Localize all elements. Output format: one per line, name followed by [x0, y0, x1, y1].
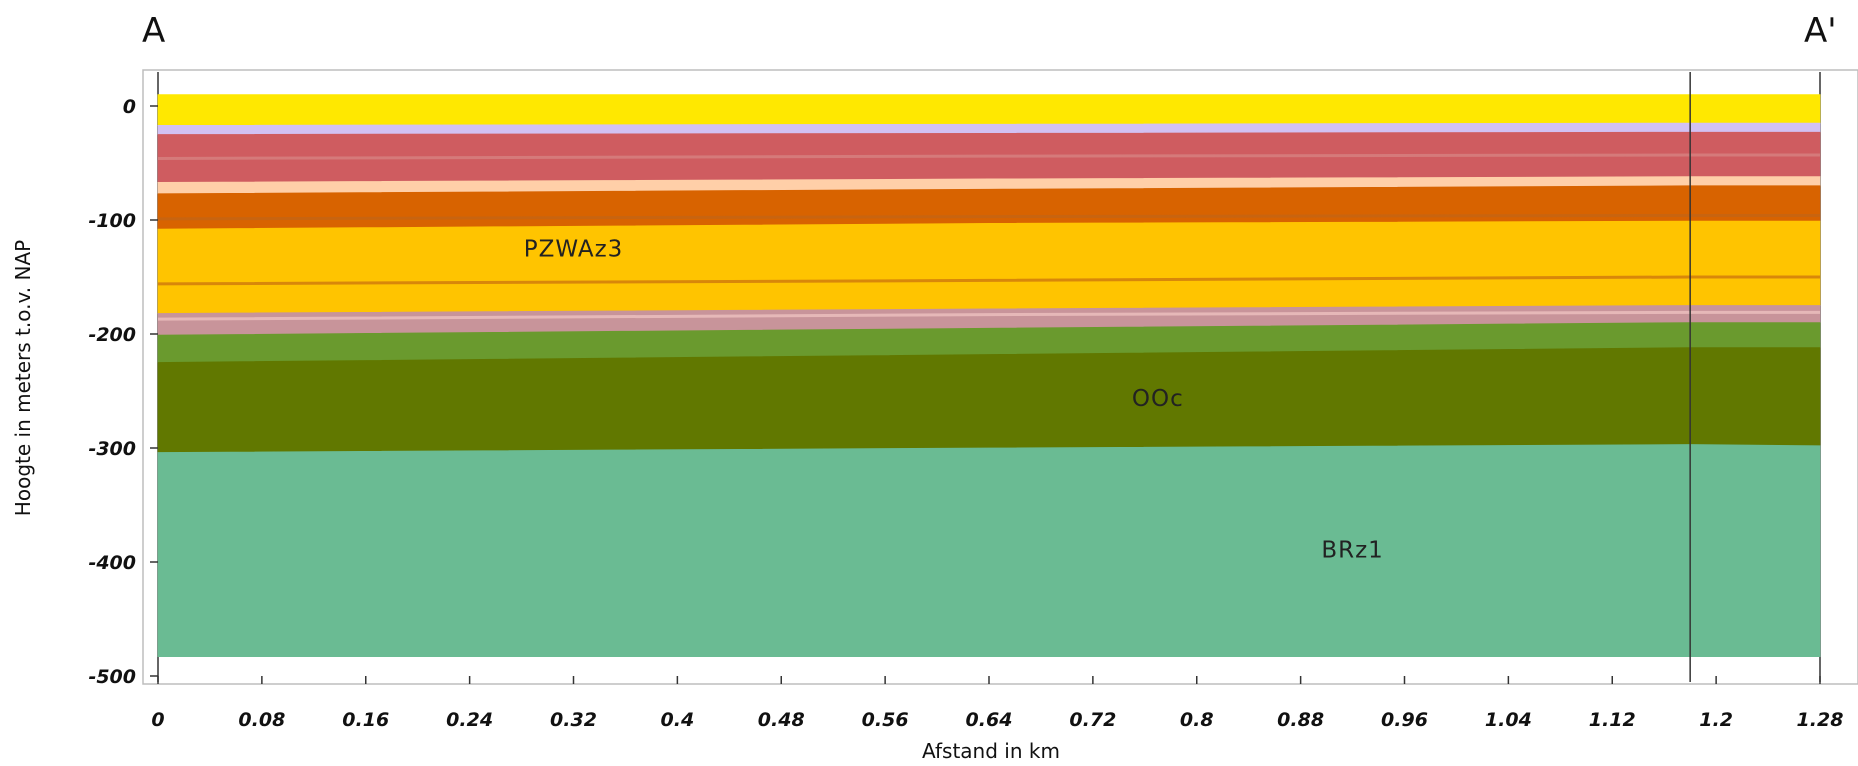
geologic-layers [157, 94, 1821, 658]
x-tick-label: 1.12 [1589, 709, 1636, 731]
y-tick-label: -200 [88, 324, 136, 346]
axis-ticks: 0 -100 -200 -300 -400 -500 0 0.08 0.16 0.24 0.32 0.… [88, 96, 1843, 731]
x-tick-label: 0.96 [1381, 709, 1428, 731]
unit-label-pzwaz3: PZWAz3 [524, 236, 624, 262]
layer-8 [157, 347, 1821, 453]
unit-label-ooc: OOc [1132, 386, 1184, 412]
boundary-line-3 [157, 310, 1820, 321]
y-tick-label: 0 [123, 96, 136, 118]
x-tick-label: 0.48 [758, 709, 805, 731]
section-start-label: A [142, 11, 165, 51]
x-tick-label: 0.64 [966, 709, 1013, 731]
x-tick-label: 1.2 [1699, 709, 1733, 731]
unit-label-brz1: BRz1 [1321, 537, 1383, 563]
x-tick-label: 0.16 [342, 709, 389, 731]
section-end-label: A' [1804, 11, 1837, 51]
boundary-line-0 [157, 153, 1820, 160]
boundary-line-1 [157, 213, 1820, 221]
unit-labels: PZWAz3 OOc BRz1 [524, 236, 1383, 563]
layer-boundary-lines [157, 153, 1820, 321]
y-tick-label: -400 [88, 552, 136, 574]
x-tick-label: 0.24 [446, 709, 493, 731]
y-tick-label: -500 [88, 666, 136, 688]
x-tick-label: 0.56 [862, 709, 909, 731]
boundary-line-2 [157, 275, 1820, 286]
x-tick-label: 0.72 [1069, 709, 1116, 731]
x-axis-title: Afstand in km [922, 739, 1060, 763]
x-tick-label: 0.32 [550, 709, 597, 731]
layer-5 [157, 220, 1821, 314]
x-tick-label: 0.4 [661, 709, 695, 731]
x-tick-label: 0.8 [1180, 709, 1214, 731]
layer-0 [157, 94, 1821, 126]
x-tick-label: 1.28 [1797, 709, 1844, 731]
y-tick-label: -100 [88, 210, 136, 232]
x-tick-label: 0.88 [1277, 709, 1324, 731]
x-tick-label: 0.08 [238, 709, 285, 731]
layer-9 [157, 444, 1821, 658]
x-tick-label: 1.04 [1485, 709, 1532, 731]
y-tick-label: -300 [88, 438, 136, 460]
y-axis-title: Hoogte in meters t.o.v. NAP [11, 240, 35, 516]
x-tick-label: 0 [151, 709, 164, 731]
